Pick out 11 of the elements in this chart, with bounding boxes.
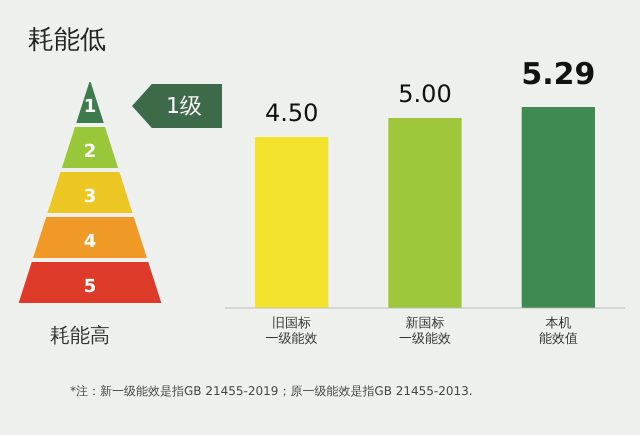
x-tick-label: 旧国标一级能效 (266, 316, 318, 347)
x-tick-label: 本机能效值 (538, 316, 578, 347)
text: 耗能低 (28, 24, 106, 57)
data-label: 4.50 (264, 99, 318, 128)
grade-badge: 1级 (132, 84, 222, 128)
text: 耗能高 (50, 322, 110, 349)
text: *注：新一级能效是指GB 21455-2019；原一级能效是指GB 21455-2013. (70, 383, 473, 400)
data-label: 5.00 (398, 80, 452, 108)
energy-grade-pyramid: 1 2 3 4 5 (18, 80, 162, 305)
x-tick-label: 新国标一级能效 (399, 316, 451, 347)
data-label: 5.29 (521, 56, 596, 92)
